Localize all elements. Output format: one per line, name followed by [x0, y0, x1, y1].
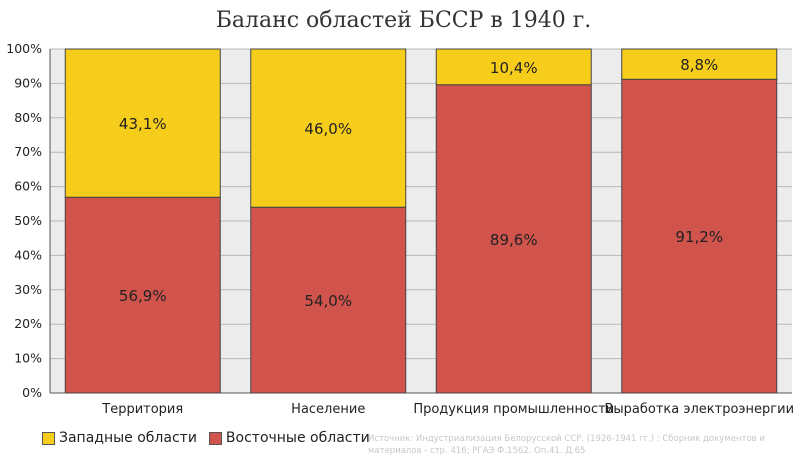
x-tick-label: Территория	[101, 402, 183, 417]
y-tick-label: 10%	[14, 351, 42, 366]
bar-segment	[250, 48, 407, 208]
bar-segment	[435, 84, 592, 394]
data-label: 54,0%	[304, 292, 352, 310]
data-label: 91,2%	[675, 228, 723, 246]
data-label: 46,0%	[304, 120, 352, 138]
y-tick-label: 70%	[14, 144, 42, 159]
legend-item-west: Западные области	[42, 430, 197, 446]
bar-segment	[621, 48, 778, 80]
bar-segment	[621, 78, 778, 394]
legend-label-west: Западные области	[59, 430, 197, 446]
y-tick-label: 60%	[14, 179, 42, 194]
y-tick-label: 90%	[14, 75, 42, 90]
y-tick-label: 40%	[14, 247, 42, 262]
legend-swatch-east	[208, 431, 222, 445]
x-tick-label: Население	[291, 402, 365, 417]
bar-segment	[250, 206, 407, 394]
y-tick-label: 20%	[14, 316, 42, 331]
bar-segment	[435, 48, 592, 86]
y-tick-label: 30%	[14, 282, 42, 297]
data-label: 8,8%	[680, 56, 718, 74]
data-label: 43,1%	[119, 115, 167, 133]
data-label: 56,9%	[119, 287, 167, 305]
chart-title: Баланс областей БССР в 1940 г.	[215, 8, 592, 33]
legend: Западные области Восточные области	[42, 430, 370, 446]
y-tick-label: 100%	[6, 41, 42, 56]
y-tick-label: 50%	[14, 213, 42, 228]
source-note: Источник: Индустриализация Белорусской С…	[368, 434, 765, 456]
legend-label-east: Восточные области	[225, 430, 370, 446]
x-tick-label: Продукция промышленности	[413, 402, 614, 417]
data-label: 89,6%	[490, 231, 538, 249]
bar-segment	[64, 48, 221, 198]
y-tick-label: 80%	[14, 110, 42, 125]
legend-swatch-west	[42, 431, 55, 445]
x-tick-label: Выработка электроэнергии	[604, 402, 794, 417]
legend-item-east: Восточные области	[208, 430, 370, 446]
data-label: 10,4%	[490, 59, 538, 77]
y-tick-label: 0%	[22, 385, 42, 400]
